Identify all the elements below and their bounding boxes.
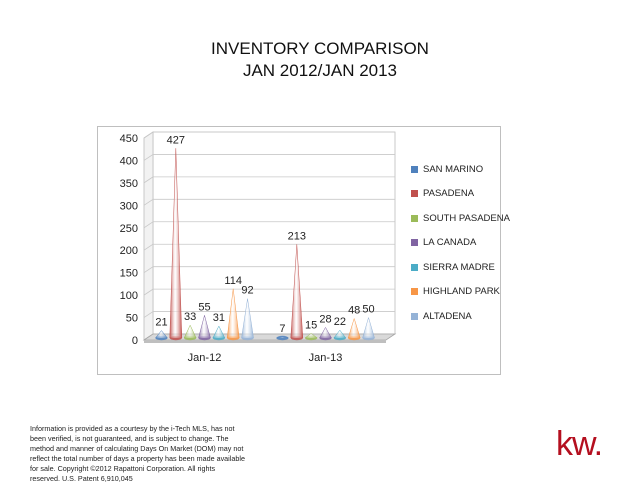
legend-swatch <box>411 312 418 320</box>
disclaimer-line: for sale. Copyright ©2012 Rapattoni Corp… <box>30 464 216 473</box>
cone-mark <box>226 288 240 341</box>
legend-item: PASADENA <box>411 182 511 207</box>
x-category-label: Jan-13 <box>309 352 343 364</box>
legend-label: LA CANADA <box>423 237 477 249</box>
disclaimer-line: been verified, is not guaranteed, and is… <box>30 434 229 443</box>
data-label: 427 <box>167 134 185 146</box>
cone-mark <box>183 324 197 341</box>
disclaimer-line: Information is provided as a courtesy by… <box>30 424 235 433</box>
data-label: 21 <box>155 317 167 329</box>
chart-frame: 0 50 100 150 200 250 300 350 400 450 Jan-12 21 427 33… <box>97 126 510 375</box>
legend-label: PASADENA <box>423 188 475 200</box>
legend-swatch <box>411 263 418 271</box>
gridline-depth <box>143 221 154 229</box>
y-tick-label: 250 <box>120 223 138 235</box>
data-label: 22 <box>334 316 346 328</box>
gridline-depth <box>143 266 154 273</box>
data-label: 28 <box>319 313 331 325</box>
cone-mark <box>169 148 183 341</box>
data-label: 50 <box>362 304 374 316</box>
legend-swatch <box>411 214 418 222</box>
gridline-depth <box>143 154 154 161</box>
cone-mark <box>333 329 347 341</box>
cone-mark <box>290 244 304 341</box>
gridline-depth <box>143 131 154 139</box>
y-tick-label: 300 <box>120 200 138 212</box>
inventory-chart: 0 50 100 150 200 250 300 350 400 450 Jan-12 21 427 33… <box>120 131 397 364</box>
legend-item: ALTADENA <box>411 304 511 329</box>
gridline-depth <box>143 311 154 318</box>
legend-swatch <box>411 239 418 247</box>
data-label: 7 <box>279 323 285 335</box>
cone-mark <box>198 314 211 341</box>
y-tick-label: 50 <box>126 313 138 325</box>
data-label: 55 <box>198 301 210 313</box>
data-label: 33 <box>184 311 196 323</box>
legend-label: HIGHLAND PARK <box>423 286 500 298</box>
disclaimer: Information is provided as a courtesy by… <box>30 424 280 484</box>
y-tick-label: 350 <box>120 178 138 190</box>
data-label: 92 <box>241 285 253 297</box>
cone-mark <box>304 332 318 341</box>
legend-item: HIGHLAND PARK <box>411 280 511 305</box>
data-label: 114 <box>224 275 242 287</box>
y-tick-label: 150 <box>120 268 138 280</box>
disclaimer-line: method and manner of calculating Days On… <box>30 444 244 453</box>
legend-item: SOUTH PASADENA <box>411 206 511 231</box>
y-tick-label: 100 <box>120 290 138 302</box>
disclaimer-line: reserved. U.S. Patent 6,910,045 <box>30 474 133 483</box>
cone-mark <box>276 335 289 341</box>
cone-mark <box>362 316 375 341</box>
gridline-depth <box>143 176 154 184</box>
gridline-depth <box>143 199 154 206</box>
legend-item: SAN MARINO <box>411 157 511 182</box>
chart-legend: SAN MARINO PASADENA SOUTH PASADENA LA CANAD… <box>411 157 511 329</box>
chart-floor-edge <box>144 340 386 343</box>
data-label: 31 <box>213 312 225 324</box>
cone-mark <box>241 298 254 341</box>
y-tick-label: 450 <box>120 133 138 145</box>
cone-mark <box>319 326 332 341</box>
legend-label: SIERRA MADRE <box>423 261 495 273</box>
legend-swatch <box>411 190 418 198</box>
y-tick-label: 200 <box>120 245 138 257</box>
data-label: 48 <box>348 304 360 316</box>
y-tick-label: 400 <box>120 155 138 167</box>
disclaimer-line: reflect the total number of days a prope… <box>30 454 245 463</box>
legend-label: ALTADENA <box>423 310 472 322</box>
chart-title-line2: JAN 2012/JAN 2013 <box>242 61 398 80</box>
legend-swatch <box>411 288 418 296</box>
kw-logo: kw. <box>556 425 603 463</box>
gridline-depth <box>143 288 154 296</box>
legend-label: SOUTH PASADENA <box>423 212 510 224</box>
chart-title-line1: INVENTORY COMPARISON <box>211 39 429 58</box>
cone-mark <box>347 317 361 341</box>
chart-side-wall <box>143 131 154 341</box>
legend-item: LA CANADA <box>411 231 511 256</box>
gridline-depth <box>143 243 154 251</box>
legend-swatch <box>411 165 418 173</box>
y-tick-label: 0 <box>132 335 138 347</box>
legend-item: SIERRA MADRE <box>411 255 511 280</box>
data-label: 213 <box>288 230 306 242</box>
cone-mark <box>154 330 169 341</box>
legend-label: SAN MARINO <box>423 163 484 175</box>
cone-mark <box>212 325 226 341</box>
x-category-label: Jan-12 <box>188 352 222 364</box>
chart-back-wall <box>152 131 396 335</box>
data-label: 15 <box>305 319 317 331</box>
